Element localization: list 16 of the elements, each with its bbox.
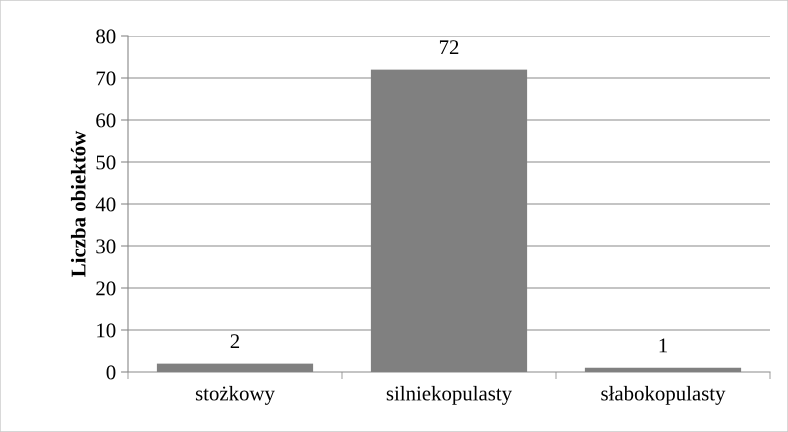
y-tick-label: 50	[96, 155, 116, 170]
y-tick-label: 70	[96, 71, 116, 86]
y-tick-label: 30	[96, 239, 116, 254]
y-tick-label: 10	[97, 323, 116, 338]
x-tick-label: silniekopulasty	[386, 386, 512, 405]
y-tick-label: 0	[106, 365, 116, 380]
y-tick-label: 20	[96, 281, 116, 296]
y-axis-title: Liczba obiektów	[70, 130, 86, 277]
data-label: 2	[230, 334, 240, 348]
data-label: 1	[660, 338, 667, 352]
y-tick-label: 80	[96, 29, 116, 44]
x-tick-label: słabokopulasty	[601, 386, 726, 405]
x-tick-label: stożkowy	[196, 386, 275, 405]
y-tick-label: 60	[96, 113, 116, 128]
data-label: 72	[440, 40, 458, 54]
y-tick-label: 40	[96, 197, 116, 212]
